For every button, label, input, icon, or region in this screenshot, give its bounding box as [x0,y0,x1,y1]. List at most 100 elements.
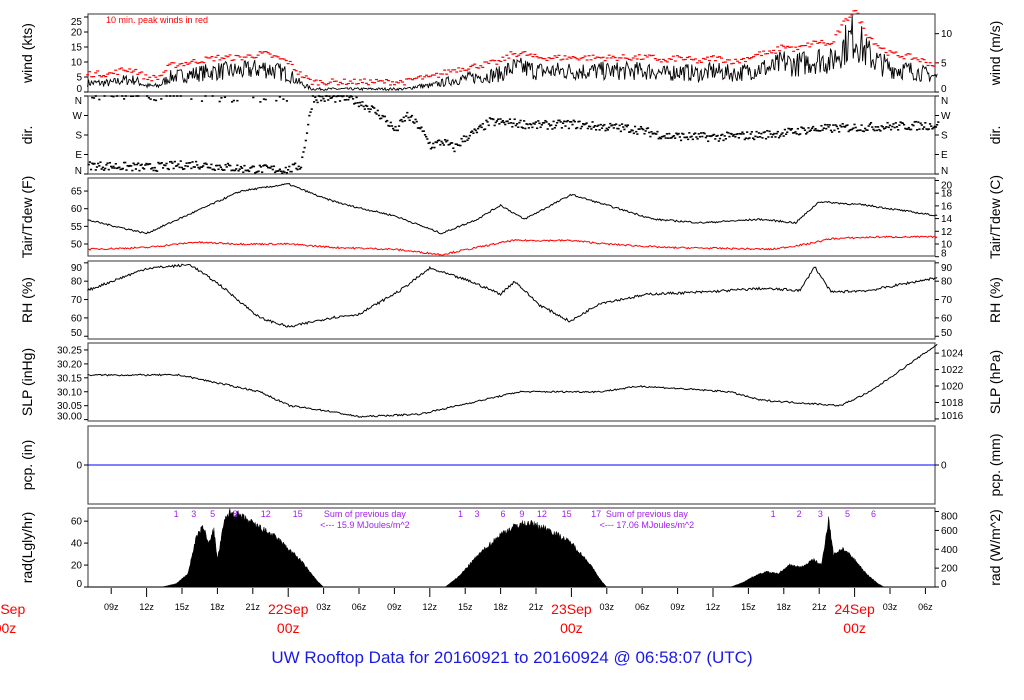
y-tick-label-right: 200 [941,564,958,575]
direction-point [289,170,292,173]
y-tick-label-right: 1024 [941,349,964,360]
direction-point [479,124,482,127]
direction-point [115,95,119,97]
y-tick-label-right: 70 [941,295,953,306]
direction-point [213,169,217,171]
direction-point [446,139,449,142]
direction-point [764,137,768,140]
direction-point [636,133,639,135]
direction-point [840,125,843,128]
direction-point [852,127,855,130]
x-tick-label: 03z [883,602,898,612]
direction-point [445,140,448,143]
x-tick-label: 18z [210,602,225,612]
direction-point [392,127,395,130]
direction-point [259,166,263,168]
y-tick-label-right: 600 [941,526,958,537]
direction-point [491,118,494,120]
direction-point [859,129,862,131]
direction-point [363,108,366,110]
direction-point [176,164,179,167]
y-tick-label-left: N [75,166,82,177]
y-tick-label-left: 65 [71,187,83,198]
direction-point [700,132,703,134]
direction-point [91,162,94,165]
y-tick-label-left: 30.10 [57,387,82,398]
panel-temperature: Tair/Tdew (F) Tair/Tdew (C) 50 55 60 65 810 12 1… [19,175,1003,260]
direction-point [114,162,117,165]
panel-precip: pcp. (in) pcp. (mm) 0 0 [19,425,1003,505]
y-tick-label-right: 10 [941,240,953,251]
direction-point [902,123,906,126]
direction-point [494,121,497,124]
direction-point [865,129,868,131]
direction-point [721,133,724,136]
y-tick-label-right: 8 [941,249,947,260]
direction-point [757,132,761,134]
direction-point [650,131,653,133]
direction-point [174,165,178,167]
direction-point [120,168,123,170]
direction-point [827,126,830,128]
direction-point [773,132,776,135]
direction-point [448,143,451,146]
direction-point [337,95,340,97]
direction-point [216,164,219,167]
direction-point [305,132,309,134]
direction-point [796,127,799,130]
direction-point [802,127,805,130]
direction-point [200,100,204,102]
direction-point [379,117,382,120]
direction-point [864,127,867,130]
direction-point [115,167,119,170]
direction-point [320,99,323,102]
direction-point [474,129,477,132]
direction-point [419,127,422,130]
direction-point [835,125,838,128]
direction-point [87,163,90,166]
direction-point [892,123,895,125]
direction-point [536,127,539,130]
direction-point [93,162,96,165]
direction-point [709,135,712,138]
direction-point [807,127,810,129]
direction-point [210,163,213,166]
direction-point [505,120,508,123]
direction-point [145,162,148,165]
direction-point [784,133,788,135]
direction-point [250,166,253,169]
direction-point [124,95,127,97]
y-tick-label-right: 50 [941,328,953,339]
direction-point [361,101,364,103]
direction-point [420,126,423,129]
y-axis-label-left: dir. [19,126,35,145]
direction-point [402,116,405,119]
y-tick-label-left: 15 [71,43,83,54]
direction-point [362,105,365,108]
direction-point [237,169,240,172]
direction-point [238,168,241,170]
direction-point [452,147,455,149]
direction-point [416,127,420,129]
direction-point [298,168,302,170]
x-tick-label: 06z [635,602,650,612]
direction-point [829,129,833,132]
direction-point [399,119,402,122]
x-tick-label: 09z [104,602,119,612]
direction-point [294,162,297,165]
y-axis-label-right: dir. [987,126,1003,145]
direction-point [328,95,331,98]
direction-point [713,133,716,136]
direction-point [534,121,538,123]
direction-point [360,104,363,107]
direction-point [751,137,755,140]
direction-point [626,124,630,126]
direction-point [910,128,913,131]
y-axis-label-left: pcp. (in) [19,440,35,491]
x-tick-label: 18z [777,602,792,612]
direction-point [561,122,565,125]
direction-point [146,95,149,97]
y-tick-label-right: N [941,96,948,107]
direction-point [135,163,139,166]
direction-point [642,128,645,131]
